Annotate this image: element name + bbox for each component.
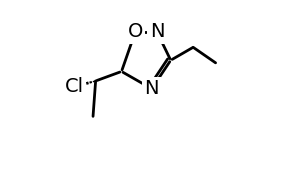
Text: N: N [150,22,164,41]
Text: O: O [128,22,143,41]
Text: Cl: Cl [64,77,84,97]
Text: N: N [145,79,159,98]
